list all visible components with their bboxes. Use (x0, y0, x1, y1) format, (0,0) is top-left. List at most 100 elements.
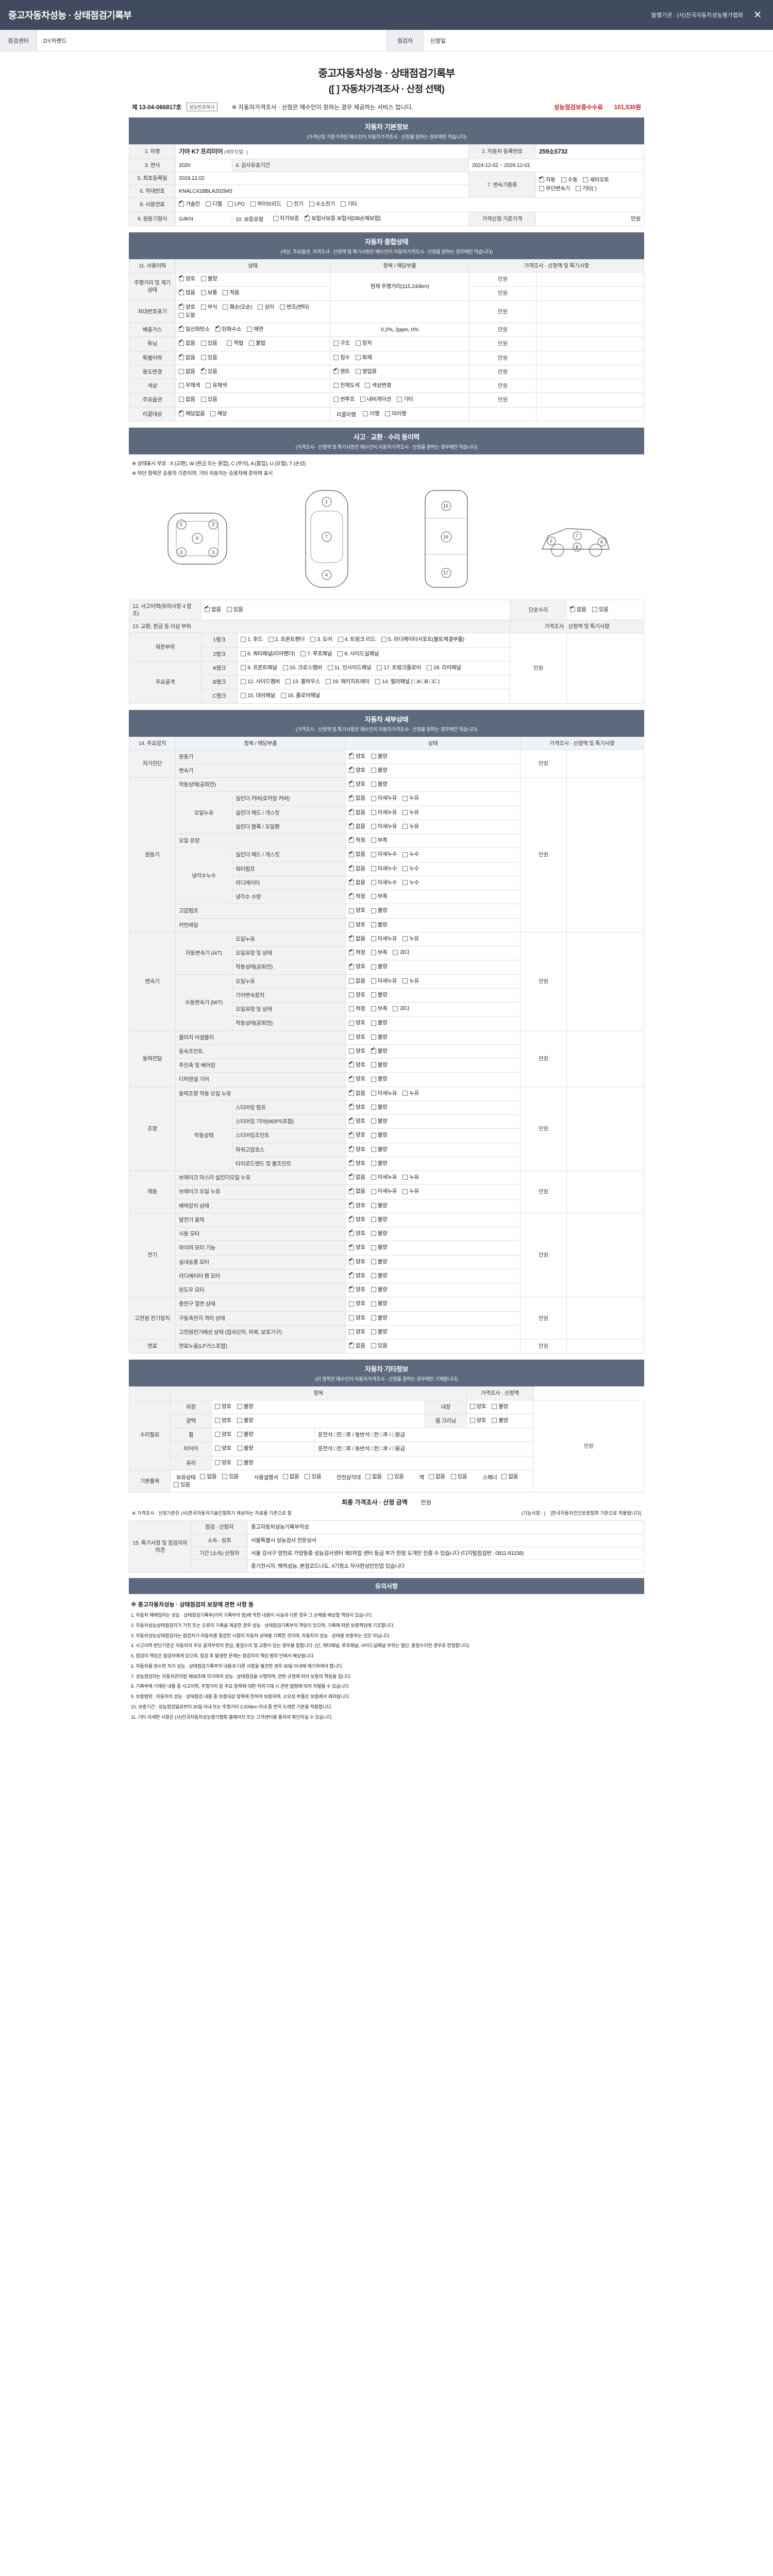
checkbox-box[interactable] (309, 201, 314, 207)
checkbox-box[interactable] (179, 275, 184, 282)
checkbox-option[interactable]: 유채색 (206, 382, 227, 389)
checkbox-option[interactable]: 렌트 (333, 367, 350, 375)
row-price[interactable] (536, 300, 644, 323)
detail-price[interactable] (566, 1212, 644, 1298)
row-price[interactable] (536, 336, 644, 351)
checkbox-option[interactable]: 양호 (349, 766, 365, 774)
checkbox-option[interactable]: 과다 (393, 1005, 410, 1012)
row-options-a[interactable]: 없음 있음 적법 불법 (175, 336, 330, 351)
checkbox-option[interactable]: 해당 (210, 410, 227, 417)
checkbox-box[interactable] (241, 679, 246, 685)
detail-state-options[interactable]: 양호 불량 (345, 763, 520, 778)
checkbox-box[interactable] (349, 1229, 355, 1236)
checkbox-box[interactable] (349, 1159, 355, 1166)
checkbox-option[interactable]: 이행 (363, 410, 379, 417)
checkbox-option[interactable]: LPG (227, 200, 245, 208)
checkbox-box[interactable] (340, 201, 346, 207)
tire-options[interactable]: 양호 불량 (211, 1442, 315, 1456)
checkbox-option[interactable]: 해당없음 (179, 410, 205, 417)
checkbox-box[interactable] (539, 185, 544, 191)
checkbox-box[interactable] (402, 1175, 408, 1180)
checkbox-option[interactable]: 양호 (349, 1244, 365, 1251)
checkbox-box[interactable] (385, 411, 391, 416)
checkbox-box[interactable] (349, 992, 355, 998)
checkbox-option[interactable]: 불량 (371, 1286, 388, 1293)
basic-item[interactable]: 안전삼각대 없음 있음 (334, 1473, 409, 1481)
checkbox-option[interactable]: 많음 (179, 289, 195, 296)
detail-state-options[interactable]: 양호 불량 (345, 988, 520, 1003)
checkbox-option[interactable]: 불량 (371, 1244, 388, 1251)
checkbox-option[interactable]: 양호 (179, 303, 195, 311)
detail-state-options[interactable]: 없음 미세누유 누유 (345, 805, 520, 820)
checkbox-option[interactable]: 없음 (365, 1473, 382, 1480)
checkbox-option[interactable]: 보통 (200, 289, 217, 296)
checkbox-option[interactable]: 전체도색 (333, 382, 360, 389)
checkbox-box[interactable] (205, 605, 210, 612)
checkbox-option[interactable]: 변조(변타) (280, 303, 309, 311)
detail-price[interactable] (566, 749, 644, 778)
checkbox-box[interactable] (333, 367, 339, 374)
checkbox-option[interactable]: 있음 (450, 1473, 467, 1480)
checkbox-option[interactable]: 양호 (349, 921, 365, 928)
checkbox-box[interactable] (338, 637, 343, 642)
checkbox-option[interactable]: 없음 (349, 977, 365, 985)
checkbox-option[interactable]: 있음 (387, 1473, 404, 1480)
checkbox-box[interactable] (215, 325, 221, 332)
checkbox-box[interactable] (282, 665, 288, 670)
checkbox-box[interactable] (371, 1090, 376, 1096)
checkbox-option[interactable]: 없음 (570, 605, 586, 613)
checkbox-box[interactable] (325, 679, 331, 685)
rank-items[interactable]: 1. 후드 2. 프론트펜더 3. 도어 4. 트렁크 리드 5. 라디에이터서포트(볼… (237, 633, 510, 648)
checkbox-option[interactable]: 미세누유 (371, 1090, 397, 1097)
checkbox-box[interactable] (349, 1215, 355, 1223)
row-price[interactable] (536, 272, 644, 287)
detail-price[interactable] (566, 1030, 644, 1087)
detail-price[interactable] (566, 777, 644, 933)
checkbox-box[interactable] (349, 1145, 355, 1152)
checkbox-box[interactable] (349, 1272, 355, 1279)
checkbox-option[interactable]: 없음 (179, 339, 195, 347)
checkbox-box[interactable] (179, 303, 184, 310)
checkbox-option[interactable]: 10. 크로스멤버 (282, 664, 322, 671)
checkbox-option[interactable]: 영업용 (355, 368, 377, 375)
checkbox-option[interactable]: 없음 (349, 865, 365, 872)
checkbox-box[interactable] (469, 1403, 475, 1409)
checkbox-option[interactable]: 15. 대쉬패널 (241, 692, 275, 699)
checkbox-box[interactable] (200, 397, 206, 402)
basic-item[interactable]: 보유상태 없음 있음 (174, 1473, 244, 1481)
checkbox-option[interactable]: 19. 패키지트레이 (325, 678, 370, 685)
checkbox-box[interactable] (349, 1301, 355, 1307)
row-price[interactable] (536, 364, 644, 380)
checkbox-box[interactable] (371, 1034, 376, 1040)
checkbox-option[interactable]: 불량 (371, 1202, 388, 1209)
checkbox-option[interactable]: 무채색 (179, 382, 200, 389)
detail-state-options[interactable]: 양호 불량 (345, 1016, 520, 1031)
checkbox-box[interactable] (402, 866, 408, 871)
checkbox-option[interactable]: 12. 사이드멤버 (241, 678, 280, 685)
row-options-a[interactable]: 없음 있음 (175, 350, 330, 365)
checkbox-option[interactable]: 매연 (247, 326, 263, 333)
checkbox-option[interactable]: 미세누유 (371, 823, 397, 830)
checkbox-box[interactable] (371, 1006, 376, 1012)
checkbox-option[interactable]: 없음 (205, 605, 221, 613)
detail-state-options[interactable]: 양호 불량 (345, 1100, 520, 1115)
basic-item[interactable]: 잭 없음 있음 (416, 1473, 473, 1481)
checkbox-box[interactable] (371, 880, 376, 886)
checkbox-box[interactable] (371, 852, 376, 857)
checkbox-box[interactable] (349, 963, 355, 970)
checkbox-box[interactable] (371, 1062, 376, 1068)
checkbox-option[interactable]: 있음 (174, 1481, 190, 1488)
checkbox-box[interactable] (365, 1473, 371, 1479)
checkbox-option[interactable]: 없음 (349, 794, 365, 802)
checkbox-box[interactable] (393, 1006, 398, 1012)
checkbox-box[interactable] (371, 1329, 376, 1335)
checkbox-option[interactable]: 양호 (349, 1314, 365, 1321)
detail-state-options[interactable]: 양호 불량 (345, 1297, 520, 1312)
row-options-a[interactable]: 없음 있음 (175, 364, 330, 380)
checkbox-box[interactable] (371, 1076, 376, 1082)
checkbox-box[interactable] (583, 177, 589, 183)
checkbox-option[interactable]: 자동 (539, 176, 556, 183)
checkbox-option[interactable]: 적음 (223, 289, 239, 296)
checkbox-option[interactable]: 없음 (349, 1089, 365, 1097)
checkbox-box[interactable] (285, 679, 291, 685)
